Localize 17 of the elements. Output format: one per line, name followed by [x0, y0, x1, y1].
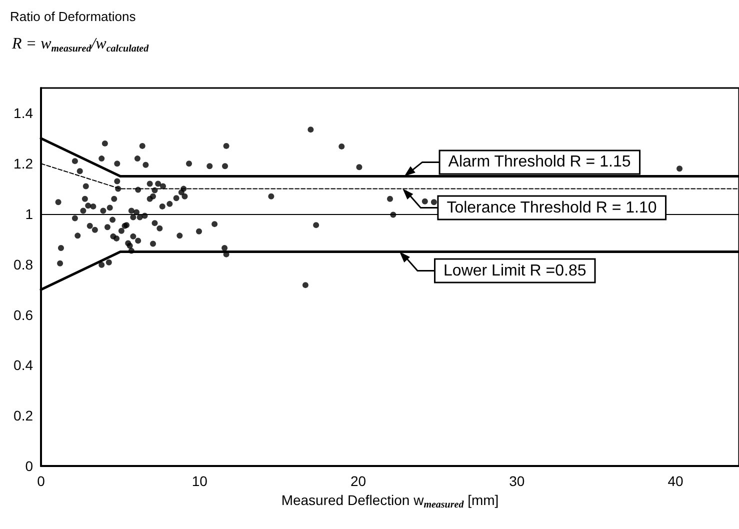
y-tick-label: 1 [25, 206, 34, 222]
annotation: Tolerance Threshold R = 1.10 [446, 199, 657, 216]
y-tick-label: 0 [25, 458, 34, 474]
y-tick-label: 0.2 [14, 408, 34, 424]
y-tick-label: 1.4 [14, 105, 34, 122]
annotation: Alarm Threshold R = 1.15 [448, 154, 631, 171]
x-tick-label: 40 [668, 473, 684, 489]
x-tick-label: 20 [350, 473, 366, 489]
x-tick-label: 10 [192, 473, 208, 489]
x-tick-label: 30 [509, 473, 525, 489]
annotation: Lower Limit R =0.85 [444, 262, 586, 280]
y-tick-label: 0.4 [14, 357, 34, 374]
y-tick-label: 1.2 [14, 156, 34, 172]
y-tick-label: 0.8 [14, 256, 34, 272]
y-tick-label: 0.6 [14, 306, 34, 323]
x-tick-label: 0 [37, 473, 46, 489]
y-axis-title: Ratio of Deformations [10, 9, 136, 24]
